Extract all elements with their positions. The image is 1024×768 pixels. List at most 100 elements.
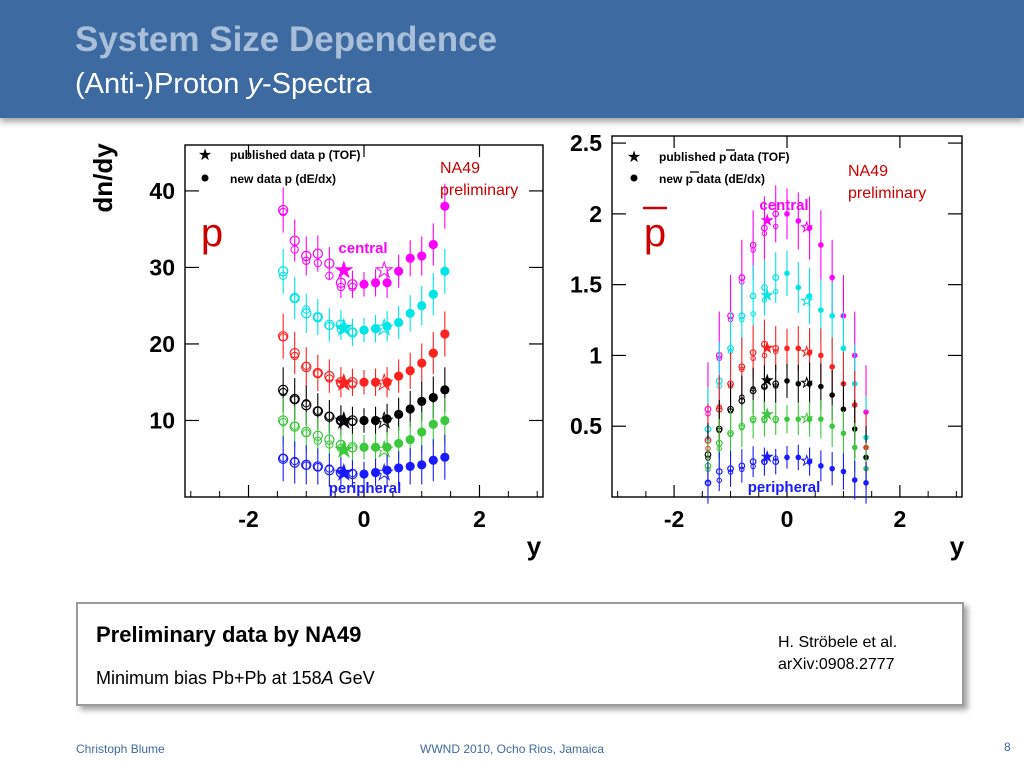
central-label: central: [759, 197, 808, 214]
data-point-open: [335, 467, 347, 478]
reflected-point: [772, 223, 779, 230]
data-point-open: [335, 277, 347, 288]
data-point: [851, 444, 858, 451]
y-tick-label: 40: [149, 178, 175, 204]
tof-star-point: ★: [761, 288, 773, 303]
legend-dot-icon: [201, 174, 209, 182]
tof-star-point: ★: [761, 213, 773, 228]
info-box: Preliminary data by NA49 Minimum bias Pb…: [76, 602, 964, 706]
data-point: [370, 278, 381, 288]
series-6: ★ ★: [277, 434, 450, 488]
reflected-point: [727, 469, 734, 475]
particle-label: p: [644, 211, 666, 255]
data-point-open: [749, 387, 757, 395]
data-point: [440, 201, 450, 211]
reference-line1: H. Ströbele et al.: [778, 634, 898, 651]
reflected-point: [302, 361, 311, 370]
data-point: [417, 251, 427, 261]
series-3: ★ ★: [277, 311, 450, 398]
reflected-point: [290, 395, 299, 404]
reflected-point: [336, 282, 346, 292]
legend-entry-dedx: new p data (dE/dx): [659, 172, 765, 186]
data-point: [405, 461, 415, 471]
data-point: [784, 378, 790, 384]
data-point-open: [324, 258, 335, 269]
data-point: [370, 415, 381, 426]
data-point: [818, 383, 824, 390]
info-line-suffix: GeV: [333, 668, 375, 688]
note-right-line1: NA49: [848, 163, 889, 180]
data-point: [405, 435, 415, 445]
data-point-open: [289, 457, 300, 468]
data-point: [370, 467, 381, 478]
reflected-point: [772, 348, 779, 355]
particle-label: p: [201, 211, 223, 255]
info-line-variable: A: [321, 668, 334, 688]
legend-entry-tof: published data p (TOF): [230, 148, 360, 162]
data-point: [394, 266, 404, 276]
data-point-open: [312, 367, 324, 379]
data-point-open: [312, 311, 324, 323]
y-tick-label: 2: [589, 201, 602, 227]
reflected-point: [302, 399, 311, 408]
data-point: [818, 242, 824, 248]
reflected-point: [739, 366, 745, 373]
reflected-point: [325, 271, 334, 280]
data-point: [428, 419, 438, 429]
reflected-point: [278, 207, 288, 217]
y-tick-label: 10: [149, 407, 175, 433]
reflected-point: [772, 288, 779, 295]
tof-star-point: ★: [334, 409, 353, 433]
tof-star-point: ★: [334, 438, 353, 462]
data-point: [359, 415, 369, 426]
data-point-open: [335, 415, 347, 426]
data-point-open: [772, 380, 780, 388]
reflected-point: [290, 421, 299, 430]
series-4: ★ ★: [277, 367, 450, 436]
y-tick-label: 30: [149, 254, 175, 280]
x-tick-label: 0: [781, 506, 794, 532]
data-point: [840, 345, 847, 352]
central-label: central: [338, 240, 387, 257]
data-point-open: [324, 370, 335, 382]
reflected-point: [278, 453, 288, 463]
data-point: [428, 392, 438, 403]
subtitle-prefix: (Anti-)Proton: [75, 68, 248, 100]
data-point: [394, 438, 404, 449]
info-line: Minimum bias Pb+Pb at 158A GeV: [96, 668, 375, 689]
reflected-point: [278, 333, 288, 342]
data-point-open: [301, 250, 312, 262]
tof-star-point: ★: [375, 438, 394, 462]
na49-preliminary-right: NA49 preliminary: [848, 161, 926, 205]
reflected-point: [750, 463, 756, 470]
reflected-point: [761, 383, 768, 389]
reflected-point: [348, 417, 357, 427]
reflected-point: [772, 417, 779, 424]
reflected-point: [739, 316, 745, 323]
data-point: [818, 416, 824, 422]
data-point: [806, 225, 813, 231]
info-line-prefix: Minimum bias Pb+Pb at 158: [96, 668, 322, 688]
reflected-point: [313, 436, 322, 445]
reflected-point: [325, 464, 334, 473]
tof-star-point: ★: [761, 341, 773, 356]
slide-header: System Size Dependence (Anti-)Proton y-S…: [0, 0, 1024, 118]
reflected-point: [739, 424, 745, 431]
data-point: [784, 454, 790, 461]
data-point: [428, 239, 438, 250]
legend-entry-tof: published p data (TOF): [659, 150, 789, 164]
data-point: [818, 352, 824, 359]
data-point: [806, 458, 813, 465]
legend-dot-icon: [630, 174, 638, 182]
reflected-point: [336, 444, 346, 453]
legend-star-icon: ★: [627, 147, 641, 166]
na49-preliminary-left: NA49 preliminary: [440, 158, 518, 202]
data-point-open: [738, 274, 746, 281]
data-point-open: [761, 284, 768, 291]
data-point: [405, 366, 415, 376]
data-point: [818, 463, 824, 469]
data-point: [428, 289, 438, 299]
x-axis-label: y: [527, 531, 542, 561]
reflected-point: [750, 311, 756, 317]
data-point: [417, 427, 427, 437]
